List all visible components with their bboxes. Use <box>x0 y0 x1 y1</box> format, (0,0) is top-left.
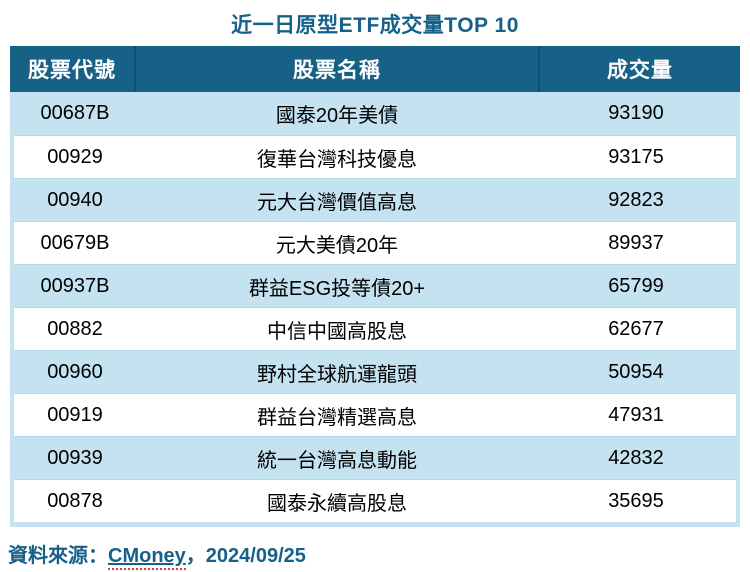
table-row: 00960 野村全球航運龍頭 50954 <box>14 350 736 393</box>
table-row: 00940 元大台灣價值高息 92823 <box>14 178 736 221</box>
cell-stock-code: 00960 <box>47 360 103 383</box>
source-label: 資料來源： <box>8 545 108 567</box>
cell-volume: 47931 <box>608 403 664 426</box>
cell-volume: 42832 <box>608 446 664 469</box>
column-header-stock-name: 股票名稱 <box>134 46 538 92</box>
column-header-stock-code: 股票代號 <box>28 59 116 82</box>
cell-stock-name: 中信中國高股息 <box>267 320 407 343</box>
source-link-cmoney[interactable]: CMoney <box>108 545 186 570</box>
cell-stock-name: 元大美債20年 <box>275 234 399 257</box>
cell-volume: 65799 <box>608 274 664 297</box>
etf-volume-table: 股票代號 股票名稱 成交量 00687B 國泰20年美債 93190 00929 復華台… <box>10 46 740 527</box>
table-header-row: 股票代號 股票名稱 成交量 <box>10 46 740 92</box>
cell-volume: 92823 <box>608 188 664 211</box>
table-row: 00937B 群益ESG投等債20+ 65799 <box>14 264 736 307</box>
table-row: 00679B 元大美債20年 89937 <box>14 221 736 264</box>
cell-volume: 89937 <box>608 231 664 254</box>
cell-stock-code: 00940 <box>47 188 103 211</box>
cell-stock-code: 00679B <box>40 231 110 254</box>
cell-stock-name: 群益ESG投等債20+ <box>248 277 426 300</box>
table-row: 00687B 國泰20年美債 93190 <box>14 92 736 135</box>
cell-volume: 93190 <box>608 102 664 124</box>
cell-stock-name: 國泰永續高股息 <box>267 492 407 515</box>
cell-stock-name: 元大台灣價值高息 <box>257 191 417 214</box>
table-body: 00687B 國泰20年美債 93190 00929 復華台灣科技優息 93175 0094… <box>10 92 740 527</box>
cell-stock-code: 00882 <box>47 317 103 340</box>
cell-stock-code: 00919 <box>47 403 103 426</box>
column-header-volume: 成交量 <box>538 46 740 92</box>
cell-stock-code: 00929 <box>47 145 103 168</box>
cell-stock-name: 國泰20年美債 <box>275 105 399 127</box>
table-row: 00878 國泰永續高股息 35695 <box>14 479 736 522</box>
cell-volume: 62677 <box>608 317 664 340</box>
cell-stock-name: 野村全球航運龍頭 <box>257 363 417 386</box>
cell-stock-code: 00878 <box>47 489 103 512</box>
page-title: 近一日原型ETF成交量TOP 10 <box>231 14 519 37</box>
cell-stock-code: 00687B <box>40 102 110 124</box>
cell-stock-name: 統一台灣高息動能 <box>257 449 417 472</box>
cell-stock-code: 00937B <box>40 274 110 297</box>
table-row: 00919 群益台灣精選高息 47931 <box>14 393 736 436</box>
table-row: 00939 統一台灣高息動能 42832 <box>14 436 736 479</box>
cell-stock-name: 復華台灣科技優息 <box>257 148 417 171</box>
cell-stock-code: 00939 <box>47 446 103 469</box>
cell-stock-name: 群益台灣精選高息 <box>257 406 417 429</box>
source-footer: 資料來源：CMoney，2024/09/25 <box>8 539 750 570</box>
source-date: ，2024/09/25 <box>185 545 306 567</box>
cell-volume: 50954 <box>608 360 664 383</box>
table-row: 00929 復華台灣科技優息 93175 <box>14 135 736 178</box>
cell-volume: 35695 <box>608 489 664 512</box>
cell-volume: 93175 <box>608 145 664 168</box>
table-row: 00882 中信中國高股息 62677 <box>14 307 736 350</box>
